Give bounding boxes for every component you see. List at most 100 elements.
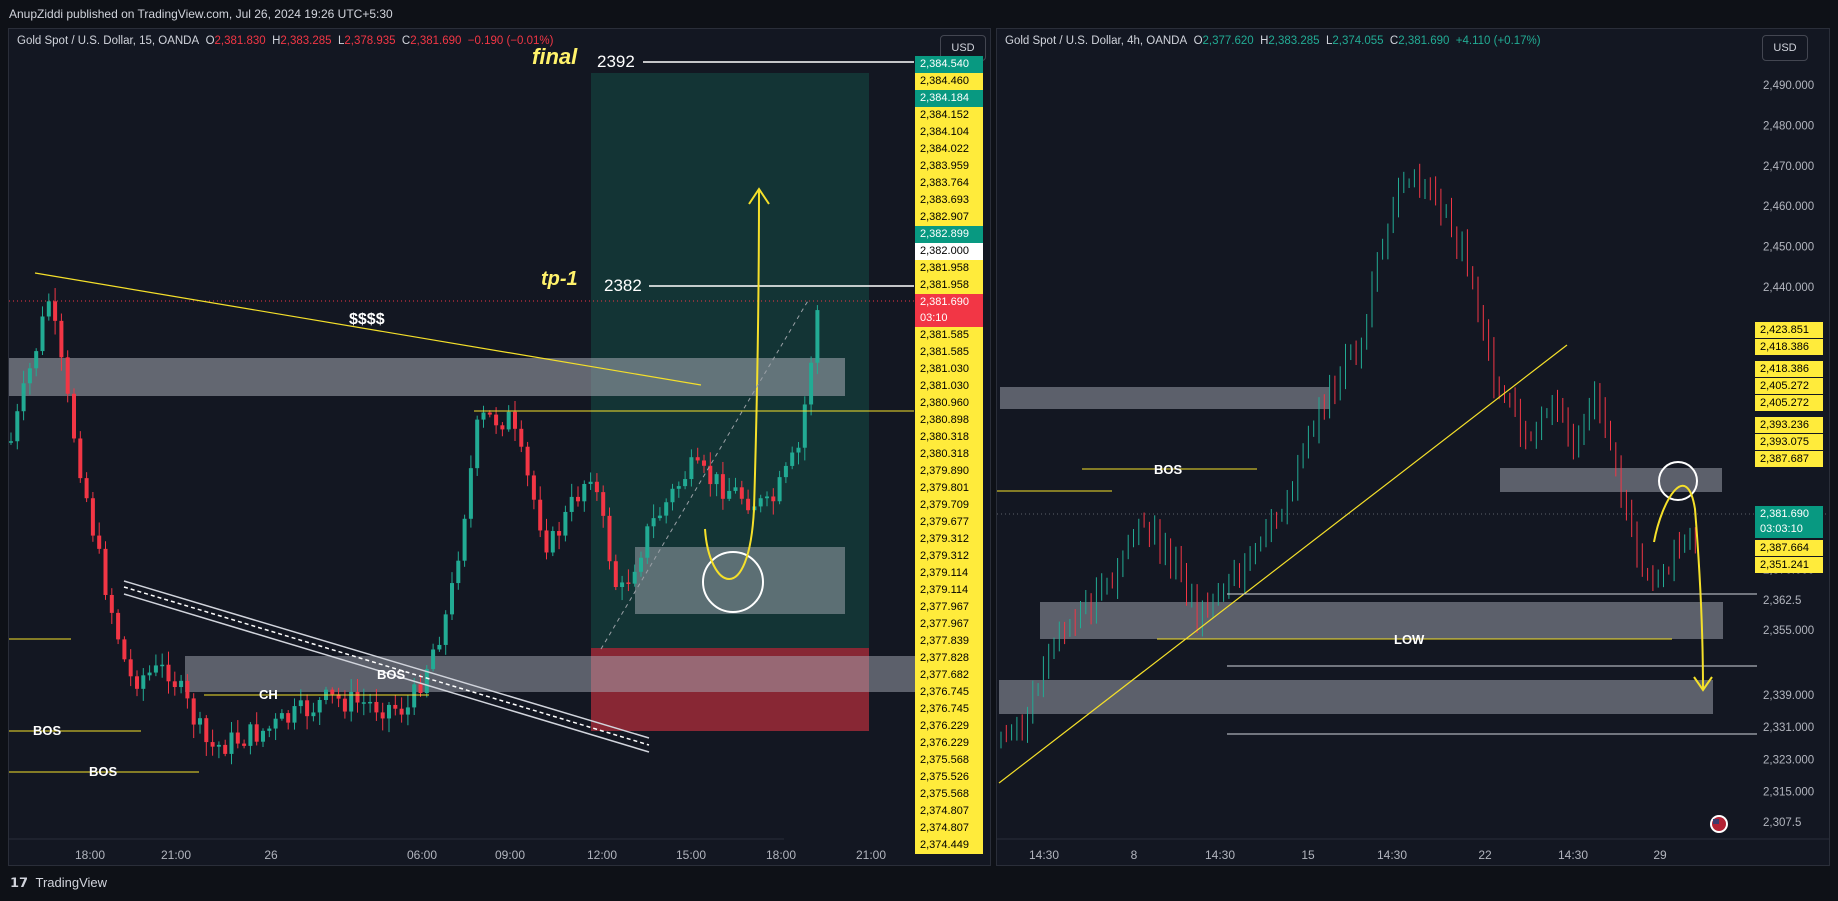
- candle-15m-candle: [777, 477, 782, 502]
- candle-15m-candle: [796, 447, 801, 453]
- candle-15m-candle: [765, 496, 769, 499]
- candle-15m-candle: [97, 535, 102, 549]
- candle-15m-candle: [550, 531, 555, 553]
- candle-15m-candle: [443, 614, 448, 645]
- final-target-value: 2392: [597, 52, 635, 71]
- price-scale-label: 2,377.828: [915, 650, 983, 667]
- candle-15m-candle: [65, 357, 70, 394]
- candle-15m-candle: [783, 465, 788, 478]
- price-scale-label: 2,381.030: [915, 361, 983, 378]
- candle-15m-candle: [576, 496, 580, 502]
- candle-15m-candle: [506, 411, 511, 430]
- candle-15m-candle: [179, 680, 184, 688]
- y-tick-label: 2,331.000: [1763, 722, 1814, 734]
- price-scale-label: 2,418.386: [1755, 339, 1823, 355]
- candle-15m-candle: [790, 452, 795, 466]
- candle-15m-candle: [802, 404, 807, 448]
- candle-15m-candle: [235, 732, 240, 744]
- currency-button[interactable]: USD: [1762, 35, 1808, 61]
- candle-15m-candle: [15, 411, 20, 442]
- candle-15m-candle: [569, 496, 574, 512]
- publisher-text: AnupZiddi published on TradingView.com, …: [9, 7, 393, 21]
- candle-15m-candle: [399, 708, 404, 715]
- candle-15m-candle: [135, 676, 139, 689]
- price-scale-label: 2,381.030: [915, 378, 983, 395]
- projection-arrow: [1693, 676, 1713, 692]
- candle-15m-candle: [53, 301, 58, 321]
- ohlc-high: 2,383.285: [280, 35, 332, 47]
- tp1-value: 2382: [604, 276, 642, 295]
- candle-15m-candle: [34, 351, 39, 369]
- candle-15m-candle: [519, 428, 524, 447]
- supply-zone: [1000, 387, 1330, 409]
- us-flag-icon: [1713, 819, 1719, 824]
- y-tick-label: 2,450.000: [1763, 242, 1814, 254]
- time-tick-label: 14:30: [1205, 848, 1235, 862]
- demand-zone: [1040, 602, 1723, 639]
- candle-15m-candle: [368, 701, 373, 704]
- chart-panel-15m[interactable]: 18:00 21:00 26 06:00 09:00 12:00 15:00 18:00 21:…: [8, 28, 991, 866]
- price-scale-label: 2,382.907: [915, 209, 983, 226]
- candle-15m-candle: [544, 530, 549, 553]
- ascending-trendline: [998, 344, 1568, 784]
- candle-15m-candle: [468, 468, 473, 519]
- candle-15m-candle: [59, 320, 64, 358]
- chart-15m-svg[interactable]: 18:00 21:00 26 06:00 09:00 12:00 15:00 18:00 21:…: [9, 29, 991, 866]
- candle-15m-candle: [531, 475, 536, 500]
- candle-15m-candle: [160, 664, 165, 667]
- candle-15m-candle: [273, 718, 278, 729]
- candle-15m-candle: [475, 419, 480, 469]
- candle-15m-candle: [487, 412, 492, 415]
- low-label: LOW: [1394, 632, 1425, 647]
- bos-label: BOS: [1154, 462, 1183, 477]
- price-scale-label: 2,418.386: [1755, 361, 1823, 377]
- candle-15m-candle: [513, 411, 517, 429]
- candle-15m-candle: [525, 446, 530, 476]
- price-scale-label: 2,405.272: [1755, 378, 1823, 394]
- candle-15m-candle: [40, 316, 45, 352]
- price-scale-label: 2,380.898: [915, 412, 983, 429]
- time-tick-label: 21:00: [856, 848, 886, 862]
- candle-15m-candle: [557, 531, 562, 536]
- time-tick-label: 15: [1301, 848, 1315, 862]
- candle-15m-candle: [153, 665, 158, 673]
- time-tick-label: 12:00: [587, 848, 617, 862]
- candle-15m-candle: [90, 498, 95, 536]
- time-tick-label: 18:00: [75, 848, 105, 862]
- price-scale-label: 2,380.960: [915, 395, 983, 412]
- y-tick-label: 2,307.5: [1763, 817, 1801, 829]
- candle-15m-candle: [481, 412, 486, 420]
- candle-15m-candle: [229, 732, 234, 754]
- candle-15m-candle: [380, 712, 385, 719]
- price-scale-label: 2,374.807: [915, 820, 983, 837]
- candle-15m-candle: [336, 694, 341, 699]
- price-scale-label: 2,384.460: [915, 73, 983, 90]
- entry-circle: [1658, 461, 1698, 501]
- price-scale-label: 2,376.745: [915, 684, 983, 701]
- y-tick-label: 2,315.000: [1763, 787, 1814, 799]
- candle-15m-candle: [393, 704, 398, 709]
- price-scale-label: 2,384.540: [915, 56, 983, 73]
- channel-line-lower: [123, 593, 650, 753]
- order-block-zone: [635, 547, 845, 614]
- candle-15m-candle: [84, 478, 89, 499]
- candle-15m-candle: [708, 465, 713, 485]
- price-scale-label: 2,379.677: [915, 514, 983, 531]
- candle-15m-candle: [657, 515, 662, 519]
- final-target-label: final: [532, 44, 578, 69]
- candle-15m-candle: [279, 713, 284, 719]
- y-tick-label: 2,355.000: [1763, 625, 1814, 637]
- candle-15m-candle: [739, 487, 744, 499]
- candle-15m-candle: [223, 744, 228, 754]
- chart-panel-4h[interactable]: 14:30 8 14:30 15 14:30 22 14:30 29 2,490.000 2,48…: [996, 28, 1830, 866]
- candle-15m-candle: [349, 691, 354, 712]
- price-scale-label: 2,379.312: [915, 548, 983, 565]
- candle-15m-candle: [210, 742, 215, 747]
- candle-15m-candle: [292, 706, 297, 723]
- y-tick-label: 2,323.000: [1763, 754, 1814, 766]
- candle-15m-candle: [305, 700, 310, 717]
- time-tick-label: 8: [1131, 848, 1138, 862]
- chart-4h-svg[interactable]: 14:30 8 14:30 15 14:30 22 14:30 29 2,490.000 2,48…: [997, 29, 1830, 866]
- ohlc-open: 2,381.830: [214, 35, 266, 47]
- candle-15m-candle: [191, 698, 196, 725]
